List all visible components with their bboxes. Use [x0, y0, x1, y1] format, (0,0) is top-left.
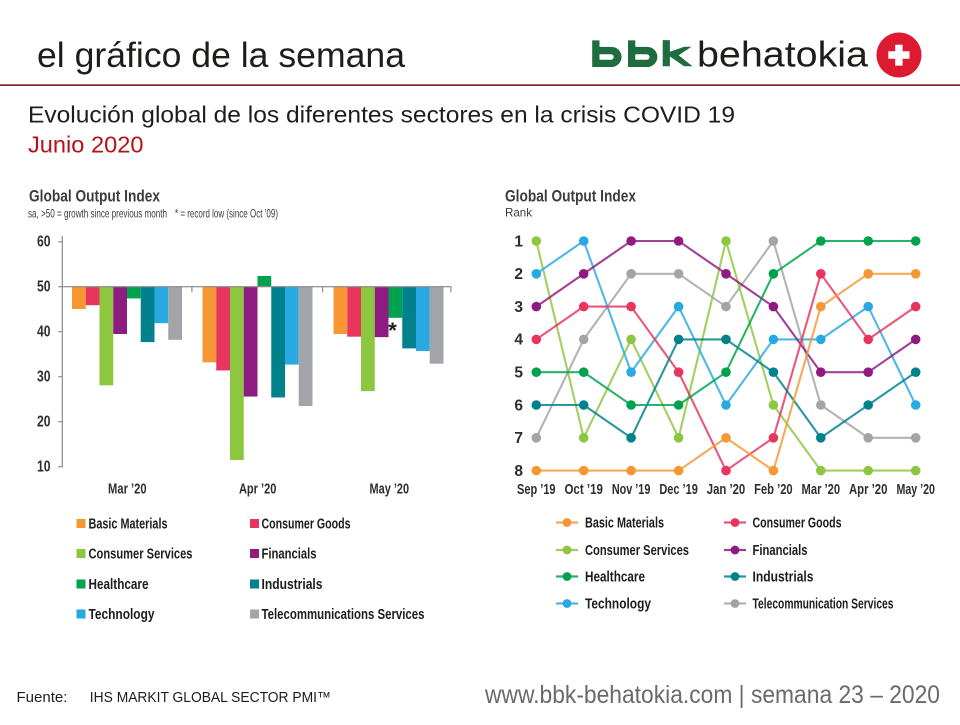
svg-text:Industrials: Industrials — [753, 570, 814, 586]
svg-text:Healthcare: Healthcare — [585, 570, 645, 586]
svg-text:1: 1 — [514, 233, 523, 250]
svg-text:Jan ’20: Jan ’20 — [707, 481, 746, 498]
svg-text:Junio 2020: Junio 2020 — [28, 131, 144, 157]
svg-text:Telecommunications Services: Telecommunications Services — [262, 607, 425, 623]
svg-text:Industrials: Industrials — [262, 577, 323, 593]
svg-text:el gráfico de la semana: el gráfico de la semana — [37, 35, 405, 75]
svg-text:Telecommunication Services: Telecommunication Services — [753, 597, 894, 613]
svg-text:behatokia: behatokia — [697, 34, 869, 75]
svg-text:Sep ’19: Sep ’19 — [517, 481, 556, 498]
svg-text:Consumer Goods: Consumer Goods — [753, 516, 842, 532]
svg-text:2: 2 — [514, 266, 523, 283]
svg-text:Global Output Index: Global Output Index — [505, 187, 636, 206]
svg-text:Mar ’20: Mar ’20 — [108, 481, 147, 498]
svg-text:8: 8 — [514, 463, 523, 480]
svg-text:40: 40 — [37, 323, 51, 340]
svg-text:Basic Materials: Basic Materials — [89, 517, 168, 533]
svg-text:IHS MARKIT GLOBAL SECTOR PMI™: IHS MARKIT GLOBAL SECTOR PMI™ — [90, 690, 331, 706]
svg-text:May ’20: May ’20 — [896, 481, 935, 498]
svg-text:20: 20 — [37, 413, 51, 430]
svg-text:Basic Materials: Basic Materials — [585, 516, 664, 532]
svg-text:50: 50 — [37, 278, 51, 295]
svg-text:Fuente:: Fuente: — [17, 689, 68, 706]
svg-text:Technology: Technology — [89, 607, 155, 623]
svg-text:Apr ’20: Apr ’20 — [849, 481, 888, 498]
svg-text:7: 7 — [514, 430, 523, 447]
svg-text:Apr ’20: Apr ’20 — [239, 481, 277, 498]
svg-text:Oct ’19: Oct ’19 — [564, 481, 603, 498]
svg-text:Consumer Services: Consumer Services — [89, 547, 193, 563]
svg-text:Consumer Services: Consumer Services — [585, 543, 689, 559]
svg-text:Technology: Technology — [585, 597, 651, 613]
svg-text:Global Output Index: Global Output Index — [29, 187, 160, 206]
svg-text:5: 5 — [514, 365, 523, 382]
svg-text:3: 3 — [514, 299, 523, 316]
svg-text:www.bbk-behatokia.com | semana: www.bbk-behatokia.com | semana 23 – 2020 — [484, 681, 940, 709]
svg-text:Mar ’20: Mar ’20 — [802, 481, 841, 498]
svg-text:10: 10 — [37, 458, 51, 475]
svg-text:Consumer Goods: Consumer Goods — [262, 517, 351, 533]
svg-text:Rank: Rank — [505, 206, 533, 220]
svg-text:Dec ’19: Dec ’19 — [659, 481, 698, 498]
svg-text:6: 6 — [514, 397, 523, 414]
svg-text:Healthcare: Healthcare — [89, 577, 149, 593]
svg-text:Feb ’20: Feb ’20 — [754, 481, 793, 498]
svg-text:30: 30 — [37, 368, 51, 385]
svg-text:Nov ’19: Nov ’19 — [612, 481, 651, 498]
svg-text:*: * — [388, 318, 397, 343]
svg-text:Evolución global de los difere: Evolución global de los diferentes secto… — [28, 101, 735, 127]
svg-text:May ’20: May ’20 — [370, 481, 410, 498]
svg-text:* = record low (since Oct ’09): * = record low (since Oct ’09) — [175, 207, 278, 221]
svg-text:sa, >50 = growth since previou: sa, >50 = growth since previous month — [28, 207, 167, 221]
svg-text:60: 60 — [37, 233, 51, 250]
svg-text:Financials: Financials — [753, 543, 808, 559]
svg-text:Financials: Financials — [262, 547, 317, 563]
svg-text:4: 4 — [514, 332, 523, 349]
